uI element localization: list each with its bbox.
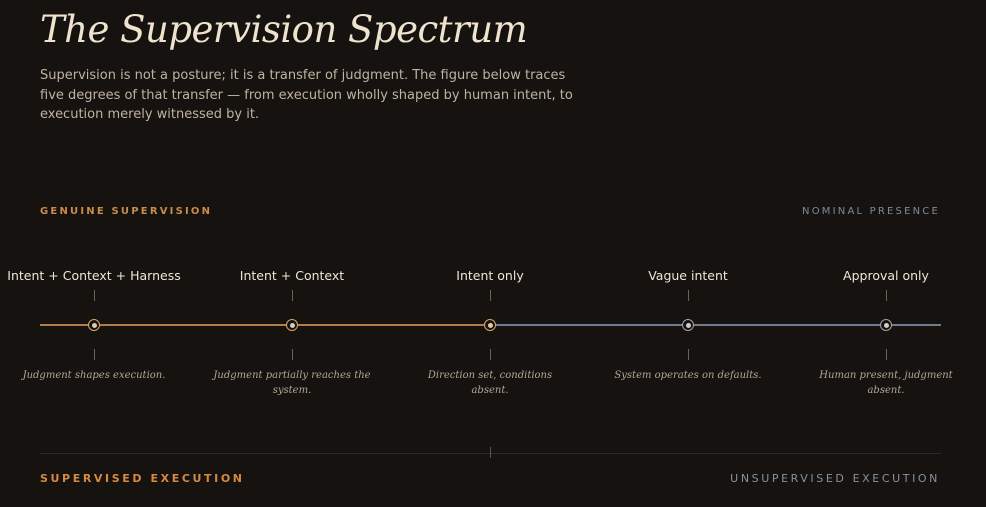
stage-label: Vague intent [648, 268, 728, 283]
stage-description: Judgment partially reaches the system. [213, 370, 371, 396]
stage-label: Intent only [456, 268, 524, 283]
bottom-center-tick [490, 447, 491, 458]
stage-description: Direction set, conditions absent. [427, 370, 553, 396]
stage-tick-upper [886, 290, 887, 301]
supervised-execution-label: SUPERVISED EXECUTION [40, 472, 245, 485]
axis-line-cool [491, 324, 941, 326]
axis-line-warm [40, 324, 491, 326]
stage-tick-lower [292, 349, 293, 360]
stage-label: Approval only [843, 268, 929, 283]
stage-tick-upper [94, 290, 95, 301]
stage-node-icon [286, 319, 298, 331]
nominal-presence-label: NOMINAL PRESENCE [802, 206, 940, 217]
intro-paragraph: Supervision is not a posture; it is a tr… [40, 68, 573, 122]
stage-node-icon [484, 319, 496, 331]
stage-tick-upper [292, 290, 293, 301]
stage-tick-lower [94, 349, 95, 360]
stage-tick-lower [688, 349, 689, 360]
stage-description: System operates on defaults. [614, 370, 762, 381]
stage-tick-upper [490, 290, 491, 301]
genuine-supervision-label: GENUINE SUPERVISION [40, 206, 213, 217]
unsupervised-execution-label: UNSUPERVISED EXECUTION [730, 472, 940, 485]
stage-node-icon [88, 319, 100, 331]
stage-label: Intent + Context [239, 268, 345, 283]
stage-label: Intent + Context + Harness [7, 268, 181, 283]
stage-tick-upper [688, 290, 689, 301]
page-title: The Supervision Spectrum [40, 8, 528, 51]
stage-tick-lower [490, 349, 491, 360]
stage-description: Human present, judgment absent. [819, 370, 953, 396]
stage-node-icon [880, 319, 892, 331]
stage-tick-lower [886, 349, 887, 360]
stage-description: Judgment shapes execution. [22, 370, 166, 381]
stage-node-icon [682, 319, 694, 331]
